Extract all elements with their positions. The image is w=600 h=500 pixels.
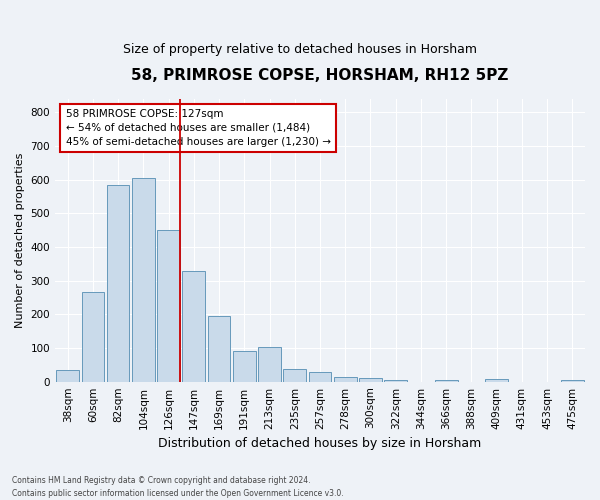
- Y-axis label: Number of detached properties: Number of detached properties: [15, 152, 25, 328]
- Title: 58, PRIMROSE COPSE, HORSHAM, RH12 5PZ: 58, PRIMROSE COPSE, HORSHAM, RH12 5PZ: [131, 68, 509, 82]
- Bar: [561, 380, 584, 382]
- Bar: [385, 380, 407, 382]
- Text: Contains HM Land Registry data © Crown copyright and database right 2024.
Contai: Contains HM Land Registry data © Crown c…: [12, 476, 344, 498]
- Bar: [485, 379, 508, 382]
- Text: 58 PRIMROSE COPSE: 127sqm
← 54% of detached houses are smaller (1,484)
45% of se: 58 PRIMROSE COPSE: 127sqm ← 54% of detac…: [65, 109, 331, 147]
- Text: Size of property relative to detached houses in Horsham: Size of property relative to detached ho…: [123, 42, 477, 56]
- Bar: [182, 270, 205, 382]
- X-axis label: Distribution of detached houses by size in Horsham: Distribution of detached houses by size …: [158, 437, 482, 450]
- Bar: [258, 348, 281, 382]
- Bar: [82, 292, 104, 382]
- Bar: [208, 316, 230, 382]
- Bar: [359, 378, 382, 382]
- Bar: [157, 230, 180, 382]
- Bar: [308, 372, 331, 382]
- Bar: [334, 377, 356, 382]
- Bar: [107, 185, 130, 382]
- Bar: [56, 370, 79, 382]
- Bar: [435, 380, 458, 382]
- Bar: [283, 369, 306, 382]
- Bar: [233, 350, 256, 382]
- Bar: [132, 178, 155, 382]
